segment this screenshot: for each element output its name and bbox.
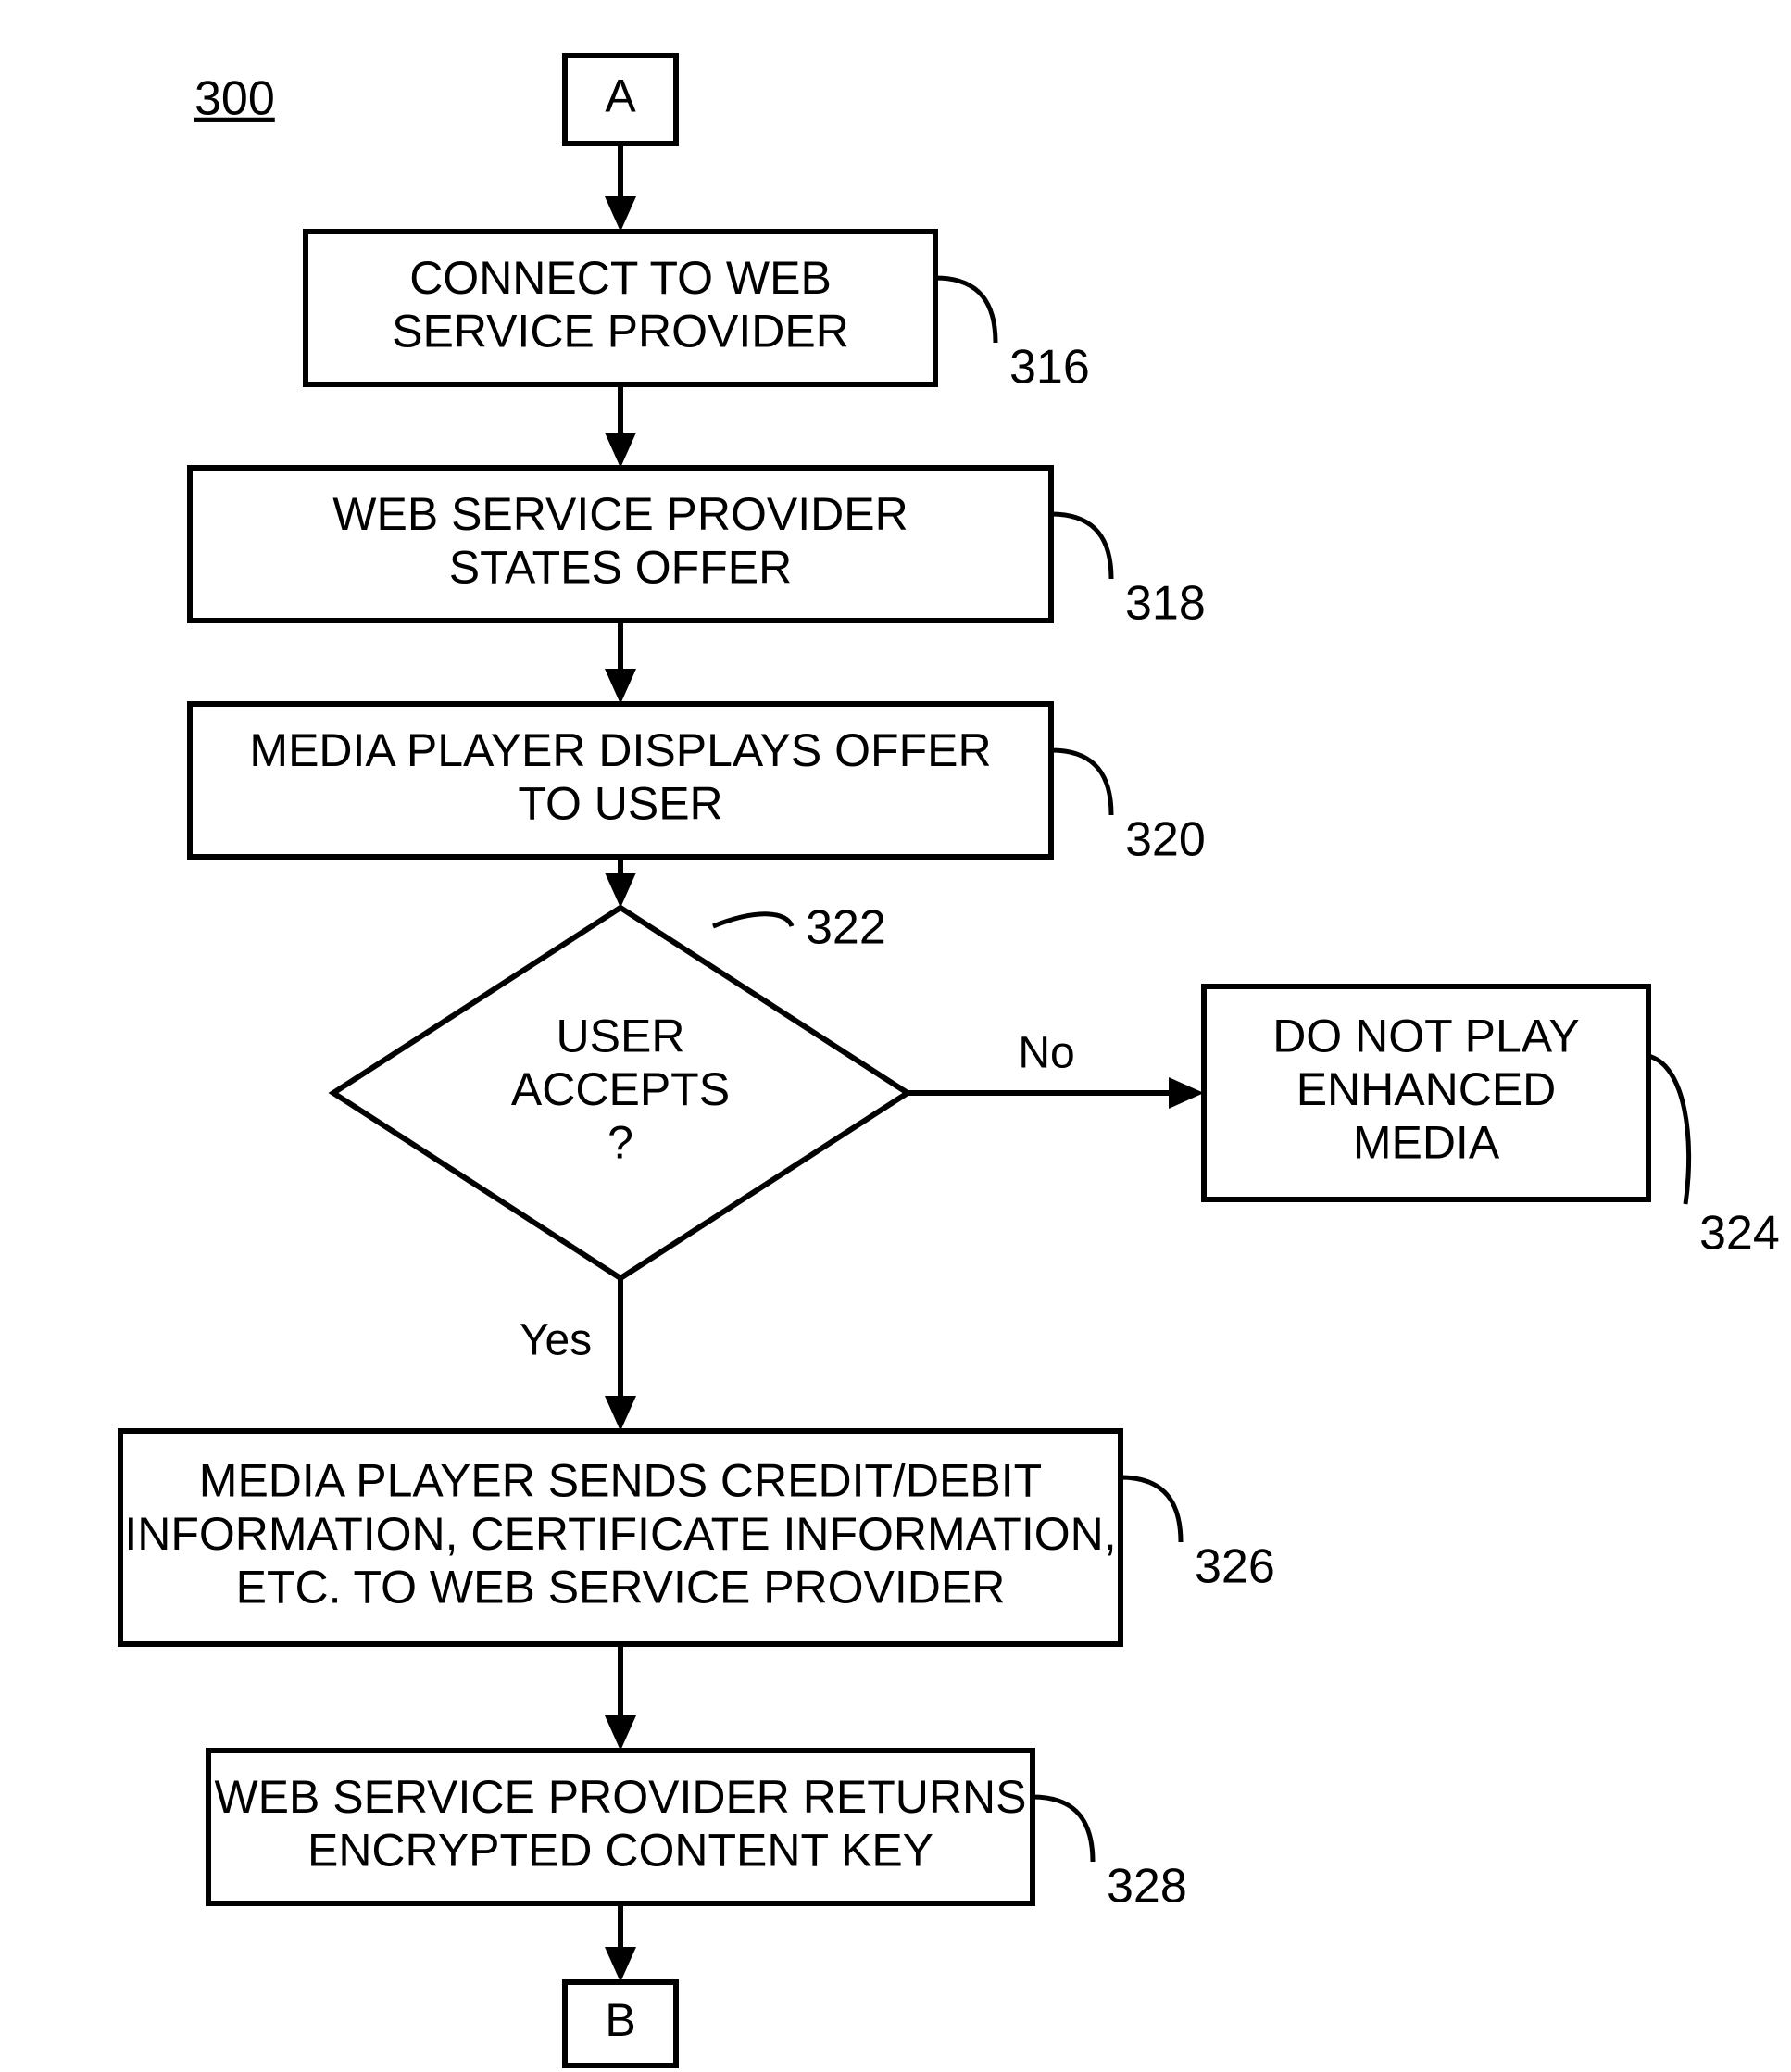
leader-n326 [1121,1477,1181,1542]
node-B-text-0: B [605,1994,635,2046]
node-n316-text-1: SERVICE PROVIDER [392,305,849,357]
ref-n316: 316 [1009,341,1090,395]
node-n326-text-1: INFORMATION, CERTIFICATE INFORMATION, [124,1508,1116,1560]
arrowhead [605,873,636,908]
leader-n318 [1051,514,1111,579]
ref-n328: 328 [1107,1860,1187,1914]
arrowhead [605,196,636,232]
leader-n324 [1648,1056,1689,1204]
leader-n320 [1051,750,1111,815]
node-n322-text-0: USER [557,1011,685,1062]
node-n318-text-1: STATES OFFER [449,541,792,593]
ref-n324: 324 [1699,1207,1780,1261]
figure-number: 300 [194,72,275,126]
ref-n322: 322 [806,901,886,955]
ref-n318: 318 [1125,577,1206,631]
ref-n320: 320 [1125,813,1206,867]
node-n324-text-2: MEDIA [1353,1117,1500,1169]
leader-n316 [935,278,996,343]
arrowhead [1169,1077,1204,1109]
arrowhead [605,1947,636,1982]
arrowhead [605,669,636,704]
node-n324-text-0: DO NOT PLAY [1272,1011,1580,1062]
leader-n328 [1033,1797,1093,1862]
node-n326-text-0: MEDIA PLAYER SENDS CREDIT/DEBIT [199,1455,1042,1507]
e-322-326-label: Yes [520,1316,592,1365]
node-n316-text-0: CONNECT TO WEB [409,252,832,304]
arrowhead [605,1396,636,1431]
node-n328-text-0: WEB SERVICE PROVIDER RETURNS [214,1771,1026,1823]
node-A-text-0: A [605,70,636,122]
e-322-324-label: No [1018,1029,1074,1078]
node-n326-text-2: ETC. TO WEB SERVICE PROVIDER [236,1562,1006,1614]
arrowhead [605,433,636,468]
node-n322-text-1: ACCEPTS [511,1063,730,1115]
leader-n322 [713,914,792,926]
node-n318-text-0: WEB SERVICE PROVIDER [332,488,908,540]
node-n324-text-1: ENHANCED [1296,1063,1557,1115]
node-n328-text-1: ENCRYPTED CONTENT KEY [307,1824,933,1876]
arrowhead [605,1715,636,1751]
node-n322-text-2: ? [607,1117,633,1169]
node-n320-text-1: TO USER [518,777,722,829]
ref-n326: 326 [1195,1540,1275,1594]
node-n320-text-0: MEDIA PLAYER DISPLAYS OFFER [249,724,991,776]
